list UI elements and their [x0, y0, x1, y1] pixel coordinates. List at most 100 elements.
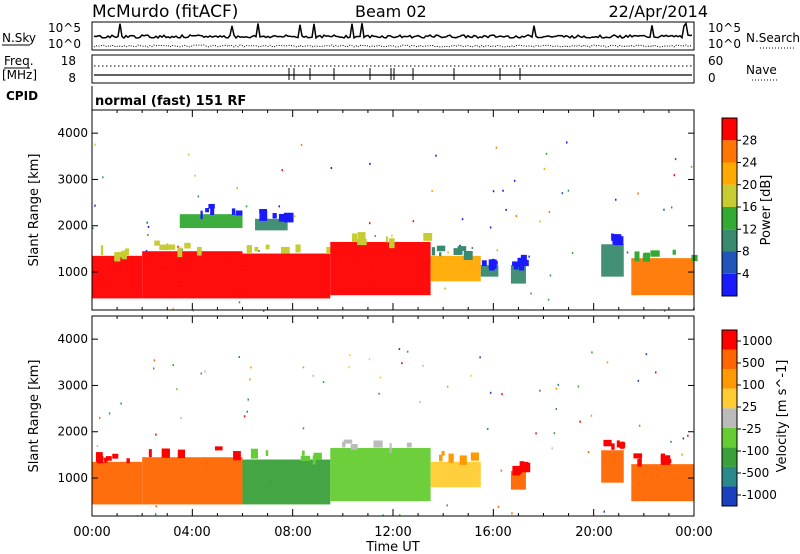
data-speckle [302, 427, 305, 430]
nsky-trace [93, 21, 693, 40]
data-cell [200, 210, 203, 220]
data-cell [603, 439, 612, 447]
colorbar-tick-label: 20 [742, 178, 757, 192]
data-speckle [330, 167, 333, 170]
data-cell [439, 252, 442, 257]
data-speckle [155, 433, 157, 436]
data-speckle [645, 353, 648, 356]
data-cell [518, 261, 525, 271]
data-speckle [459, 244, 461, 247]
data-speckle [348, 366, 350, 369]
data-speckle [489, 391, 492, 394]
data-cell [612, 234, 619, 243]
data-cell [242, 459, 331, 505]
data-cell [436, 245, 446, 252]
data-speckle [603, 510, 606, 513]
data-cell [330, 447, 431, 502]
x-tick-label-1: 04:00 [173, 525, 210, 540]
data-speckle [553, 432, 556, 435]
x-axis-ticks [91, 110, 695, 516]
data-cell [272, 213, 277, 219]
data-speckle [302, 366, 305, 369]
data-cell [265, 244, 270, 250]
colorbar-tick-label: 1000 [742, 334, 773, 348]
data-speckle [147, 233, 149, 236]
y-tick-label: 2000 [57, 219, 88, 233]
colorbar-segment [722, 140, 737, 163]
data-cell [389, 443, 392, 453]
data-speckle [495, 146, 498, 149]
y-tick-label: 2000 [57, 425, 88, 439]
data-cell [453, 248, 463, 255]
data-speckle [177, 245, 179, 248]
data-cell [166, 244, 176, 250]
data-cell [161, 448, 170, 458]
data-cell [179, 214, 243, 229]
x-axis-title: Time UT [365, 540, 419, 554]
velocity-y-axis: 1000 2000 3000 4000 [57, 332, 694, 485]
freq-panel-frame [91, 54, 695, 84]
velocity-data [92, 439, 694, 505]
data-cell [431, 247, 436, 256]
data-speckle [638, 424, 641, 427]
data-cell [242, 253, 331, 299]
colorbar-segment [722, 207, 737, 230]
data-speckle [577, 385, 580, 388]
colorbar-tick-label: 500 [742, 356, 765, 370]
data-cell [423, 232, 433, 241]
data-cell [463, 250, 473, 260]
data-cell [430, 461, 481, 488]
data-speckle [108, 412, 111, 415]
power-colorbar-label: Power [dB] [759, 175, 774, 246]
data-cell [142, 457, 243, 505]
data-speckle [391, 234, 393, 237]
data-speckle [606, 361, 609, 364]
colorbar-tick-label: 12 [742, 222, 757, 236]
data-cell [619, 442, 626, 448]
data-speckle [419, 401, 421, 404]
data-speckle [545, 152, 548, 155]
x-tick-label-0: 00:00 [73, 525, 110, 540]
data-speckle [379, 376, 382, 379]
data-cell [233, 451, 241, 461]
data-cell [631, 258, 694, 296]
data-speckle [539, 389, 541, 392]
data-speckle [446, 504, 448, 507]
data-speckle [382, 514, 384, 517]
data-cell [254, 246, 259, 252]
colorbar-tick-label: 28 [742, 133, 757, 147]
data-speckle [471, 246, 474, 249]
data-speckle [176, 388, 178, 391]
noise-left-tick-top: 10^5 [48, 21, 81, 35]
beam-title: Beam 02 [355, 2, 427, 21]
noise-panel-frame [91, 21, 695, 51]
freq-tick-bottom: 8 [68, 71, 76, 85]
data-cell [197, 246, 202, 256]
data-cell [210, 207, 215, 216]
data-speckle [312, 374, 314, 377]
data-speckle [187, 153, 190, 156]
data-speckle [496, 249, 499, 252]
data-cell [330, 241, 431, 296]
data-cell [633, 453, 643, 459]
data-speckle [492, 190, 495, 193]
data-speckle [555, 408, 558, 411]
colorbar-frame [721, 329, 738, 507]
nave-tick-top: 60 [708, 54, 723, 68]
data-speckle [502, 189, 504, 192]
data-speckle [513, 179, 516, 182]
data-cell [177, 449, 186, 459]
nsearch-trace [93, 44, 693, 48]
data-speckle [194, 174, 196, 177]
data-speckle [486, 428, 489, 431]
data-speckle [102, 176, 104, 179]
data-speckle [398, 348, 401, 351]
data-speckle [146, 221, 148, 224]
data-cell [301, 450, 305, 456]
data-speckle [322, 381, 325, 384]
data-speckle [571, 252, 574, 255]
data-cell [634, 251, 640, 262]
data-cell [488, 259, 497, 269]
data-cell [616, 440, 620, 448]
y-tick-label: 1000 [57, 471, 88, 485]
